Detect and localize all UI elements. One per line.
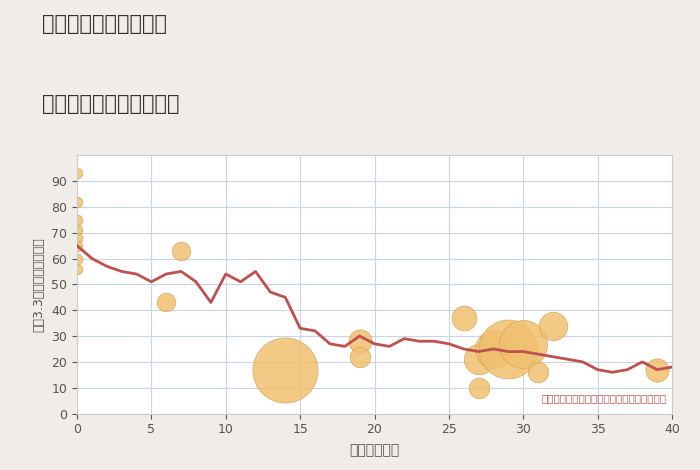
Point: [279, 366, 291, 373]
Y-axis label: 平（3.3㎡）単価（万円）: 平（3.3㎡）単価（万円）: [33, 237, 46, 332]
Point: [518, 340, 529, 347]
Point: [533, 368, 544, 376]
Point: [488, 345, 499, 352]
Point: [160, 299, 172, 306]
Point: [71, 226, 83, 234]
Point: [547, 322, 559, 329]
Point: [473, 355, 484, 363]
Point: [71, 265, 83, 273]
Point: [458, 314, 469, 321]
Point: [71, 234, 83, 242]
Text: 円の大きさは、取引のあった物件面積を示す: 円の大きさは、取引のあった物件面積を示す: [541, 393, 666, 403]
Point: [503, 345, 514, 352]
X-axis label: 築年数（年）: 築年数（年）: [349, 443, 400, 457]
Point: [71, 198, 83, 205]
Point: [71, 169, 83, 177]
Point: [71, 216, 83, 223]
Point: [652, 366, 663, 373]
Point: [176, 247, 187, 254]
Point: [473, 384, 484, 392]
Text: 築年数別中古戸建て価格: 築年数別中古戸建て価格: [42, 94, 179, 114]
Point: [71, 255, 83, 262]
Point: [354, 353, 365, 360]
Text: 奈良県天理市岸田町の: 奈良県天理市岸田町の: [42, 14, 167, 34]
Point: [354, 337, 365, 345]
Point: [71, 242, 83, 249]
